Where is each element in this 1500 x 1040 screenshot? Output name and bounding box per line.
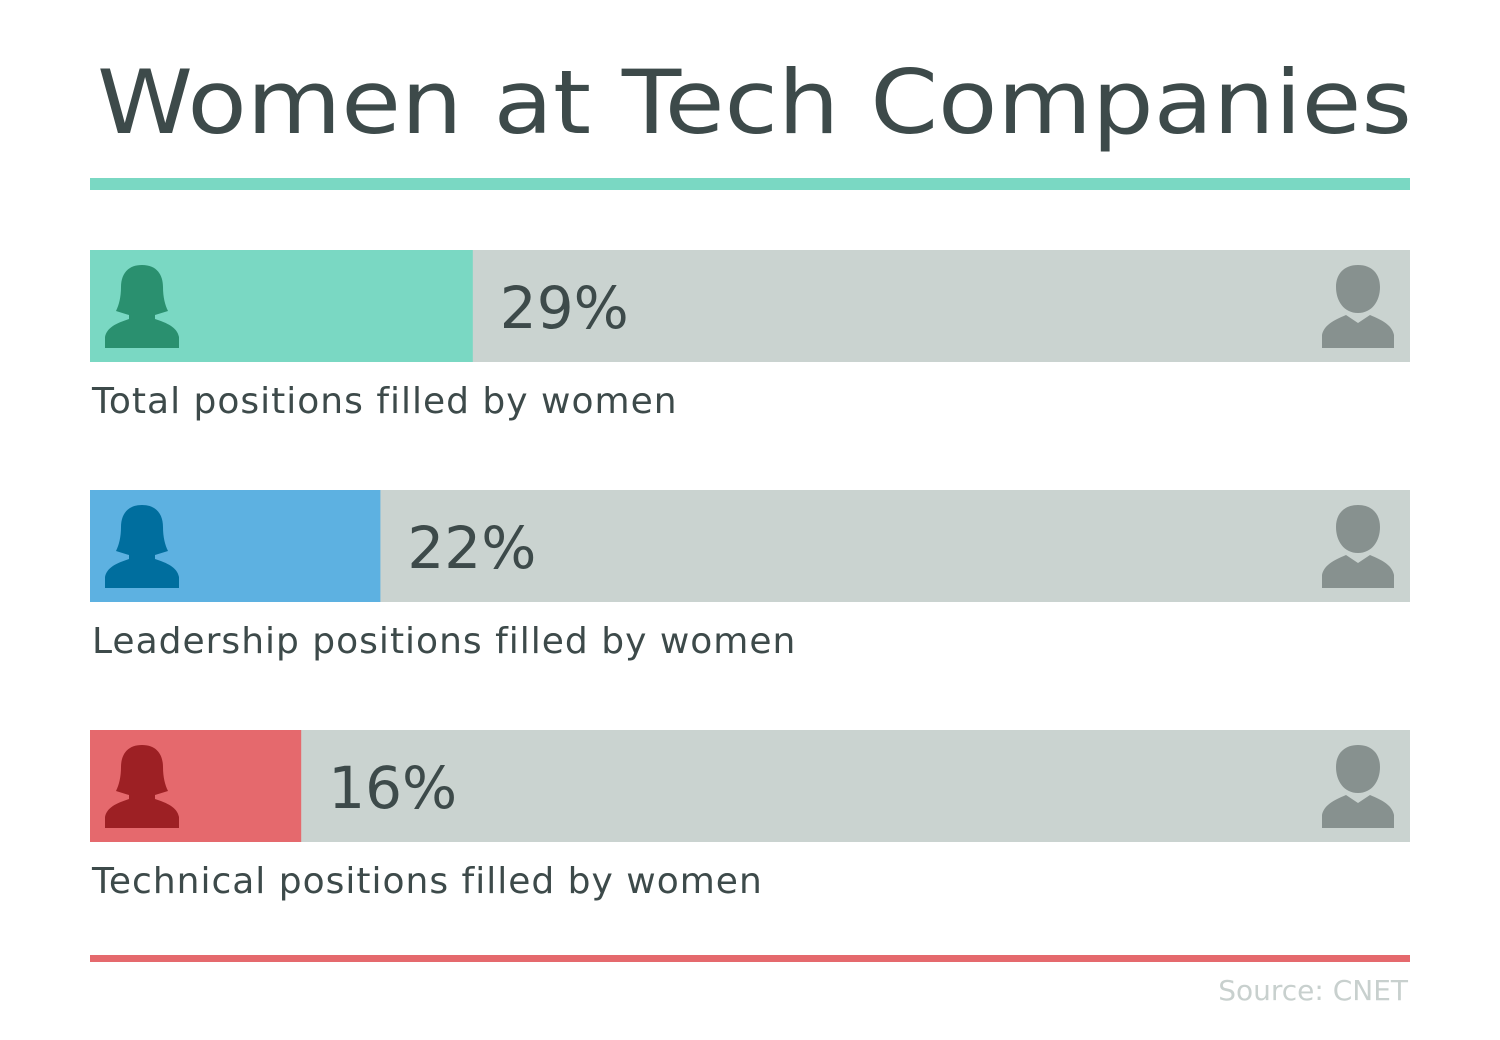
value-label: 22% [407,514,536,582]
source: Source: CNET [1218,974,1409,1007]
bar-track [90,730,1410,842]
category-label: Technical positions filled by women [91,861,763,902]
value-label: 16% [328,754,457,822]
woman-icon [105,505,179,588]
value-label: 29% [500,274,629,342]
woman-icon [105,265,179,348]
person-icon [1322,505,1394,588]
person-icon [1322,265,1394,348]
bottom-rule [90,955,1410,962]
woman-icon [105,745,179,828]
category-label: Total positions filled by women [91,381,678,422]
chart-title: Women at Tech Companies [97,51,1412,154]
person-icon [1322,745,1394,828]
category-label: Leadership positions filled by women [92,621,796,662]
top-rule [90,178,1410,190]
